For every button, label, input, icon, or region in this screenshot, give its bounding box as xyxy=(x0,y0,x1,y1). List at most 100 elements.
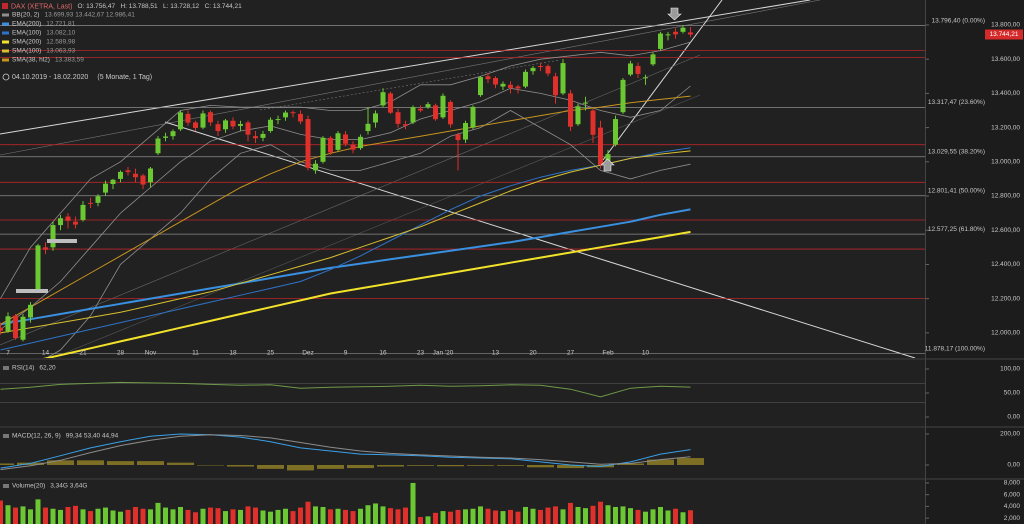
annotations xyxy=(16,7,682,293)
volume-bar xyxy=(58,509,63,524)
volume-bar xyxy=(583,508,588,524)
volume-bar xyxy=(73,505,78,524)
indicator-line xyxy=(0,433,691,469)
histogram-bar xyxy=(167,462,194,465)
volume-bar xyxy=(365,505,371,524)
candle-body xyxy=(575,106,581,125)
candle-body xyxy=(418,108,423,111)
candle-body xyxy=(245,122,251,135)
volume-bar xyxy=(238,509,243,524)
volume-bar xyxy=(0,500,3,524)
volume-bar xyxy=(65,506,71,524)
candle-body xyxy=(58,218,63,226)
volume-plot xyxy=(0,482,693,524)
y-tick-label: 2,000 xyxy=(1004,515,1021,522)
candle-body xyxy=(110,179,116,185)
volume-bar xyxy=(358,508,363,524)
indicator-line xyxy=(0,434,691,471)
price-plot xyxy=(0,0,925,358)
candle-body xyxy=(283,112,288,118)
volume-bar xyxy=(688,510,693,524)
volume-bar xyxy=(545,507,551,524)
indicator-line xyxy=(43,230,691,358)
candle-body xyxy=(223,120,228,130)
candle-body xyxy=(35,245,41,291)
histogram-bar xyxy=(647,459,674,465)
volume-bar xyxy=(373,503,378,524)
volume-bar xyxy=(440,511,446,524)
volume-bar xyxy=(13,507,18,524)
candle-body xyxy=(193,122,198,128)
candle-body xyxy=(433,105,438,120)
panel-readout: 62,20 xyxy=(39,365,56,372)
legend-swatch xyxy=(2,49,9,53)
volume-bar xyxy=(395,509,401,524)
legend-swatch xyxy=(2,31,9,35)
panel-icon xyxy=(3,366,9,370)
x-tick-label: Feb xyxy=(602,350,614,357)
histogram-bar xyxy=(617,463,644,465)
legend-name: SMA(100) xyxy=(12,48,41,55)
volume-bar xyxy=(260,510,266,524)
histogram-bar xyxy=(467,464,494,466)
y-tick-label: 12.200,00 xyxy=(991,295,1020,302)
y-tick-label: 200,00 xyxy=(1000,431,1020,438)
indicator-plot xyxy=(0,381,925,403)
candle-body xyxy=(140,175,146,185)
volume-bar xyxy=(305,501,311,524)
volume-bar xyxy=(598,501,603,524)
volume-bar xyxy=(673,508,678,524)
volume-bar xyxy=(538,509,543,524)
candle-body xyxy=(28,304,33,318)
histogram-bar xyxy=(497,464,524,466)
candle-body xyxy=(103,183,108,193)
legend-value: 13.082,10 xyxy=(46,30,75,37)
volume-bar xyxy=(470,508,476,524)
x-tick-label: 25 xyxy=(267,350,275,357)
candle-body xyxy=(125,170,131,173)
y-tick-label: 6,000 xyxy=(1004,491,1021,498)
indicator-line xyxy=(0,381,691,398)
candle-body xyxy=(275,119,281,121)
histogram-bar xyxy=(437,464,464,467)
candle-body xyxy=(553,76,558,96)
candle-body xyxy=(403,124,408,126)
candle-body xyxy=(253,136,258,139)
candle-body xyxy=(538,66,543,68)
volume-bar xyxy=(133,506,138,524)
volume-bar xyxy=(50,508,56,524)
candle-body xyxy=(335,133,341,150)
candle-body xyxy=(605,154,611,162)
volume-bar xyxy=(590,505,596,524)
volume-bar xyxy=(118,511,123,524)
legend-swatch xyxy=(2,40,9,44)
legend-value: 13.383,59 xyxy=(55,57,84,64)
symbol-title: DAX (XETRA, Last) xyxy=(11,3,72,10)
x-tick-label: 11 xyxy=(192,350,199,357)
y-tick-label: 13.400,00 xyxy=(991,90,1020,97)
volume-bar xyxy=(283,508,288,524)
indicator-line xyxy=(0,147,691,351)
candle-body xyxy=(178,112,183,130)
candle-body xyxy=(448,101,453,125)
y-tick-label: 50,00 xyxy=(1004,390,1021,397)
volume-bar xyxy=(635,509,641,524)
candle-body xyxy=(20,316,26,340)
panel-readout: 99,34 53,40 44,94 xyxy=(66,433,119,440)
panel-title: Volume(20) xyxy=(12,483,45,490)
fib-label: 13.796,40 (0.00%) xyxy=(932,17,985,24)
candle-body xyxy=(545,66,551,74)
clock-icon xyxy=(2,73,10,81)
symbol-icon xyxy=(2,3,8,9)
candle-body xyxy=(380,92,386,106)
x-tick-label: Nov xyxy=(145,350,157,357)
volume-bar xyxy=(478,506,483,524)
volume-bar xyxy=(140,508,146,524)
volume-bar xyxy=(523,506,528,524)
y-tick-label: 8,000 xyxy=(1004,480,1021,487)
y-tick-label: 12.000,00 xyxy=(991,330,1020,337)
x-tick-label: 16 xyxy=(379,350,387,357)
candle-body xyxy=(290,112,296,114)
y-tick-label: 13.000,00 xyxy=(991,159,1020,166)
y-tick-label: 12.800,00 xyxy=(991,193,1020,200)
